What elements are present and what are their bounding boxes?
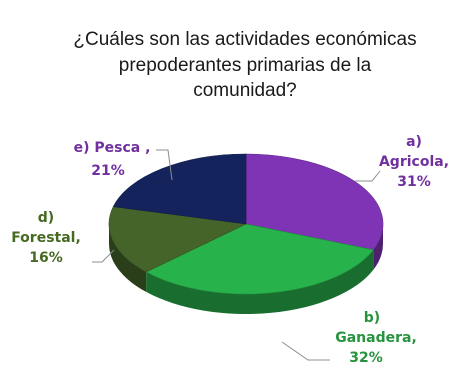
slice-label-forestal: 16% (29, 250, 63, 266)
leader-line-agricola (355, 170, 381, 182)
slice-label-agricola: a) (406, 134, 422, 150)
pie-side-agricola (373, 224, 383, 270)
slice-labels: a) Agricola, 31% b) Ganadera, 32% d) Forestal, 1… (11, 134, 449, 366)
slice-label-ganadera: b) (364, 310, 380, 326)
slice-label-forestal: d) (38, 210, 54, 226)
slice-label-pesca: e) Pesca , (74, 140, 151, 156)
pie-slice-agricola (245, 153, 384, 251)
leader-line-ganadera (281, 341, 330, 361)
pie-slice-pesca (112, 153, 247, 225)
leader-line-forestal (92, 249, 115, 263)
slice-label-pesca: 21% (91, 163, 125, 179)
slice-label-ganadera: 32% (349, 350, 383, 366)
pie-slice-ganadera (145, 223, 374, 295)
leader-line-pesca (156, 149, 173, 181)
chart-title-line: comunidad? (193, 80, 297, 101)
pie-side-ganadera (146, 249, 374, 315)
slice-label-agricola: Agricola, (379, 154, 449, 170)
slice-label-forestal: Forestal, (11, 230, 81, 246)
pie-slices (108, 153, 384, 315)
chart-title: ¿Cuáles son las actividades económicas pr… (73, 29, 416, 101)
slice-label-ganadera: Ganadera, (335, 330, 417, 346)
leader-lines (92, 149, 381, 361)
chart-title-line: prepoderantes primarias de la (119, 55, 372, 76)
chart-title-line: ¿Cuáles son las actividades económicas (73, 29, 416, 50)
pie-side-forestal (109, 224, 147, 292)
pie-slice-forestal (108, 206, 248, 273)
slice-label-agricola: 31% (397, 174, 431, 190)
